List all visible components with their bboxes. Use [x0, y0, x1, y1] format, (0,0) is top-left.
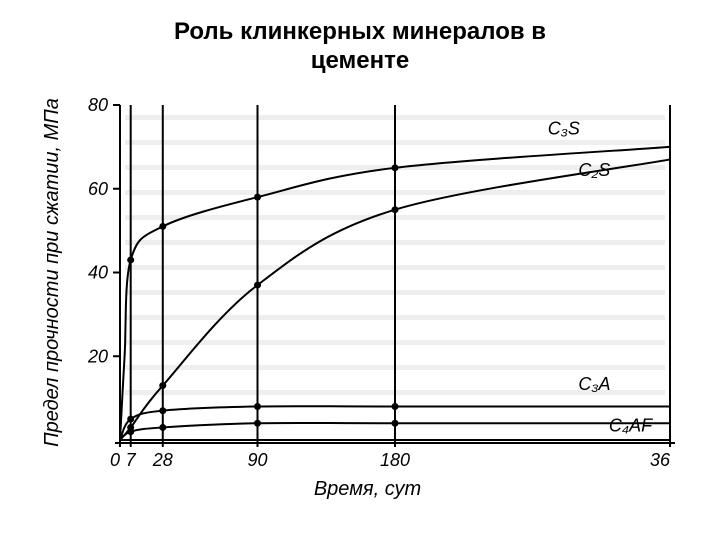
series-label-C3A: C₃A — [578, 374, 610, 394]
marker-C4AF — [254, 420, 261, 427]
series-label-C3S: C₃S — [548, 118, 580, 138]
marker-C3A — [254, 403, 261, 410]
marker-C3S — [127, 256, 134, 263]
chart-svg: 20 40 60 80 07 28 90 180 36 Время, сут Предел проч… — [30, 90, 690, 510]
x-tick-label: 0 — [110, 450, 120, 470]
series-label-C2S: C₂S — [578, 160, 610, 180]
marker-C4AF — [127, 428, 134, 435]
marker-C3A — [127, 416, 134, 423]
page-title: Роль клинкерных минералов в цементе — [0, 0, 720, 76]
x-axis-label: Время, сут — [314, 478, 421, 500]
series-label-C4AF: C₄AF — [609, 416, 653, 436]
marker-C3S — [254, 194, 261, 201]
x-tick-label: 180 — [380, 450, 410, 470]
y-tick-label: 20 — [87, 346, 108, 366]
marker-C3S — [159, 223, 166, 230]
x-tick-label: 7 — [126, 450, 137, 470]
x-tick-label: 90 — [247, 450, 267, 470]
marker-C4AF — [159, 424, 166, 431]
marker-C2S — [254, 282, 261, 289]
y-tick-label: 60 — [88, 179, 108, 199]
chart-container: 20 40 60 80 07 28 90 180 36 Время, сут Предел проч… — [30, 90, 690, 510]
marker-C3A — [392, 403, 399, 410]
y-tick-label: 40 — [88, 263, 108, 283]
y-tick-label: 80 — [88, 95, 108, 115]
x-tick-label: 28 — [152, 450, 173, 470]
marker-C3A — [159, 407, 166, 414]
x-tick-label: 36 — [650, 450, 671, 470]
marker-C4AF — [392, 420, 399, 427]
marker-C3S — [392, 164, 399, 171]
marker-C2S — [159, 382, 166, 389]
y-axis-label: Предел прочности при сжатии, МПа — [41, 98, 63, 447]
marker-C2S — [392, 206, 399, 213]
